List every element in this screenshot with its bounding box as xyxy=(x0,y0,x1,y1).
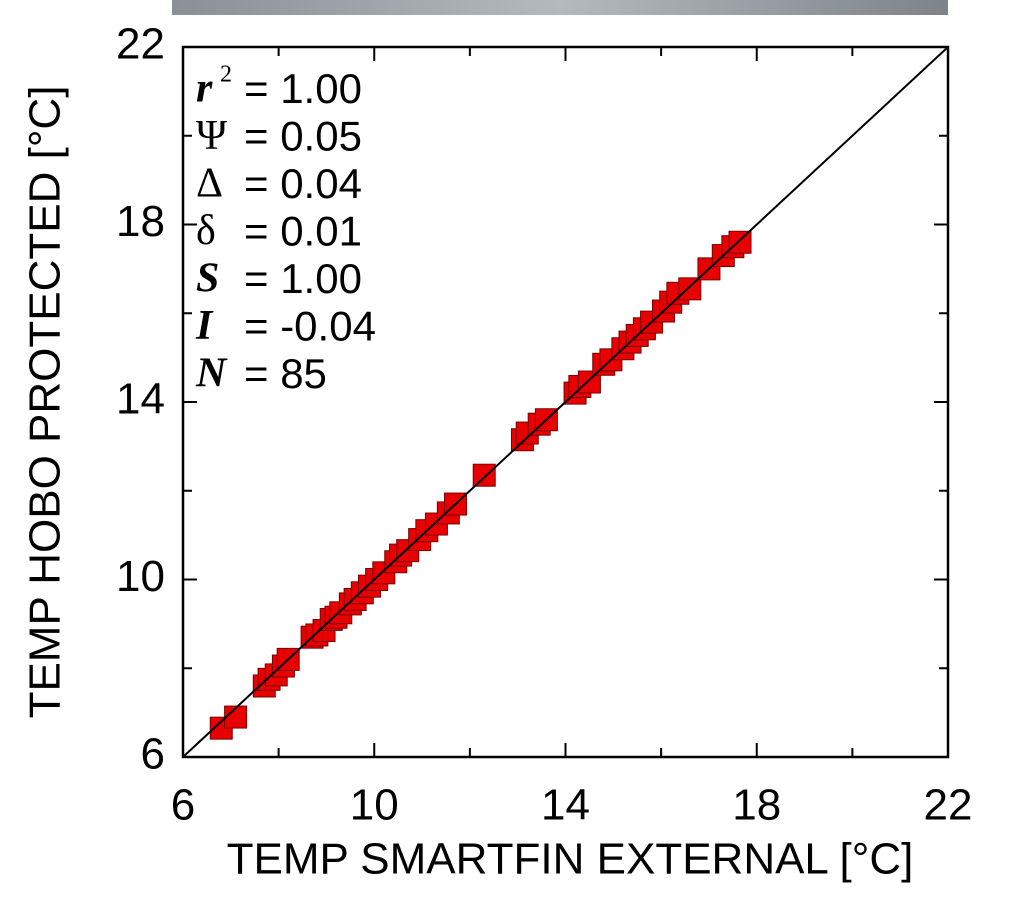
y-axis-label: TEMP HOBO PROTECTED [°C] xyxy=(21,86,70,719)
data-point xyxy=(577,370,601,394)
y-tick-label: 14 xyxy=(116,375,165,424)
stat-text: = 0.01 xyxy=(244,208,362,255)
y-tick-label: 18 xyxy=(116,197,165,246)
x-tick-label: 6 xyxy=(171,781,195,830)
stat-text: = 0.04 xyxy=(244,160,362,207)
x-tick-label: 14 xyxy=(541,781,590,830)
plot-frame xyxy=(181,45,950,759)
x-tick-label: 22 xyxy=(924,781,973,830)
y-tick-label: 22 xyxy=(116,20,165,69)
stat-symbol: S xyxy=(196,256,219,302)
stat-superscript: 2 xyxy=(220,62,232,88)
fit-line xyxy=(182,46,949,758)
stat-text: = 1.00 xyxy=(244,65,362,112)
x-axis-label: TEMP SMARTFIN EXTERNAL [°C] xyxy=(227,835,914,884)
y-tick-label: 6 xyxy=(141,730,165,779)
stat-text: = -0.04 xyxy=(244,303,376,350)
y-tick-label: 10 xyxy=(116,552,165,601)
stat-text: = 1.00 xyxy=(244,255,362,302)
data-point xyxy=(472,463,496,487)
stat-symbol: N xyxy=(195,351,228,397)
stat-text: = 0.05 xyxy=(244,113,362,160)
data-point xyxy=(678,277,702,301)
stat-symbol: Δ xyxy=(196,161,223,207)
stat-symbol: Ψ xyxy=(196,113,227,159)
stat-symbol: r xyxy=(196,66,213,112)
data-point xyxy=(728,230,752,254)
x-tick-label: 10 xyxy=(350,781,399,830)
x-tick-label: 18 xyxy=(732,781,781,830)
photo-strip xyxy=(172,0,948,15)
stat-symbol: δ xyxy=(196,208,216,254)
stat-symbol: I xyxy=(195,303,214,349)
stat-text: = 85 xyxy=(244,350,327,397)
